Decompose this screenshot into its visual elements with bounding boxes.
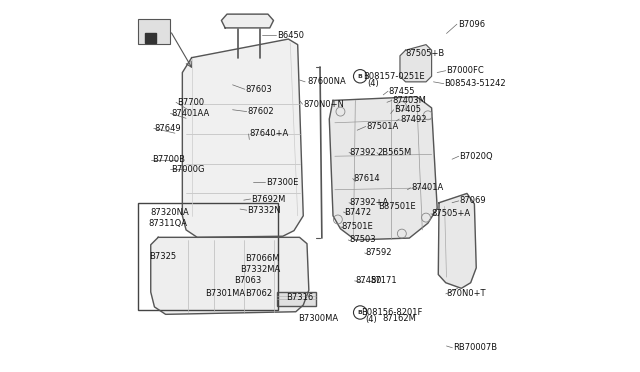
Polygon shape [330,97,437,240]
Text: B7325: B7325 [149,252,176,261]
Text: B08157-0251E: B08157-0251E [363,72,424,81]
Text: 2B565M: 2B565M [378,148,412,157]
Text: 87600NA: 87600NA [307,77,346,86]
Text: 87602: 87602 [248,107,274,116]
Text: B6450: B6450 [277,31,304,40]
Text: 870N0+T: 870N0+T [447,289,486,298]
Text: 87401A: 87401A [411,183,444,192]
Text: B7301MA: B7301MA [205,289,245,298]
Text: B7062: B7062 [246,289,273,298]
Text: (4): (4) [367,79,379,88]
Text: B: B [358,310,363,315]
Text: B7300MA: B7300MA [298,314,338,323]
Text: B7405: B7405 [394,105,421,114]
Polygon shape [438,193,476,288]
Text: 87492: 87492 [400,115,426,124]
Text: 87455: 87455 [389,87,415,96]
Text: 87592: 87592 [365,248,392,257]
Text: 87392+A: 87392+A [349,198,389,207]
Text: B08156-8201F: B08156-8201F [361,308,422,317]
Text: B7000G: B7000G [172,165,205,174]
Text: B08543-51242: B08543-51242 [445,79,506,88]
Text: 87171: 87171 [370,276,397,285]
Text: 87311QA: 87311QA [148,219,187,228]
Text: B7700: B7700 [177,98,204,107]
Text: B7063: B7063 [234,276,262,285]
Text: 87162M: 87162M [383,314,417,323]
Polygon shape [182,39,303,237]
Text: 87640+A: 87640+A [250,129,289,138]
Text: B7096: B7096 [458,20,484,29]
Bar [277,292,316,306]
Bar [145,33,156,43]
Text: 87069: 87069 [460,196,486,205]
Text: 870N0+N: 870N0+N [303,100,344,109]
Text: B: B [358,74,363,79]
Text: 87505+B: 87505+B [406,49,445,58]
Bar [138,19,170,44]
Text: B7020Q: B7020Q [460,152,493,161]
Text: B7692M: B7692M [251,195,285,203]
Text: 87392: 87392 [349,148,376,157]
Text: 87505+A: 87505+A [431,209,471,218]
Text: 87603: 87603 [246,85,273,94]
Text: 87450: 87450 [355,276,382,285]
Text: 87401AA: 87401AA [172,109,209,118]
Polygon shape [151,237,309,314]
Text: B7332MA: B7332MA [240,265,280,274]
Text: B7066M: B7066M [246,254,280,263]
Text: 87649: 87649 [154,124,181,133]
Text: RB70007B: RB70007B [453,343,497,352]
Text: 87614: 87614 [353,174,380,183]
Text: B7700B: B7700B [152,155,185,164]
Text: B7472: B7472 [344,208,371,217]
Text: (4): (4) [365,315,377,324]
Text: 87320NA: 87320NA [151,208,189,217]
Text: 87403M: 87403M [392,96,426,105]
Text: B7300E: B7300E [266,178,298,187]
Text: 87503: 87503 [349,235,376,244]
Text: B7332N: B7332N [248,206,281,215]
Text: B87501E: B87501E [378,202,415,211]
Polygon shape [400,45,431,82]
Bar [138,203,278,310]
Polygon shape [221,14,273,28]
Text: 87501E: 87501E [342,222,373,231]
Text: B7316: B7316 [287,293,314,302]
Text: B7000FC: B7000FC [447,66,484,75]
Text: 87501A: 87501A [367,122,399,131]
